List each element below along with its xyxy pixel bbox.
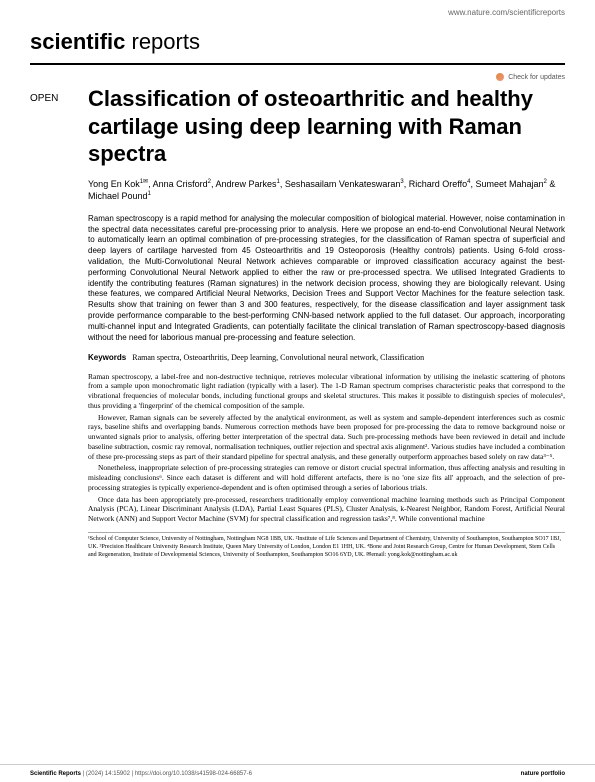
keywords-label: Keywords xyxy=(88,353,126,362)
footer-right: nature portfolio xyxy=(521,771,565,777)
footer: Scientific Reports | (2024) 14:15902 | h… xyxy=(0,764,595,782)
check-updates-icon xyxy=(496,73,504,81)
body-p2: However, Raman signals can be severely a… xyxy=(88,413,565,462)
article-title: Classification of osteoarthritic and hea… xyxy=(88,85,565,168)
left-column: OPEN xyxy=(30,85,88,560)
right-column: Classification of osteoarthritic and hea… xyxy=(88,85,565,560)
body-text: Raman spectroscopy, a label-free and non… xyxy=(88,372,565,524)
check-updates[interactable]: Check for updates xyxy=(0,71,595,81)
check-updates-label: Check for updates xyxy=(508,74,565,81)
header-url: www.nature.com/scientificreports xyxy=(0,0,595,17)
keywords: Keywords Raman spectra, Osteoarthritis, … xyxy=(88,353,565,363)
body-p4: Once data has been appropriately pre-pro… xyxy=(88,495,565,524)
open-access-badge: OPEN xyxy=(30,85,88,104)
journal-light: reports xyxy=(125,29,200,54)
journal-bold: scientific xyxy=(30,29,125,54)
body-p1: Raman spectroscopy, a label-free and non… xyxy=(88,372,565,411)
divider xyxy=(30,63,565,65)
journal-title: scientific reports xyxy=(0,17,595,63)
affiliations: ¹School of Computer Science, University … xyxy=(88,536,565,559)
footer-left: Scientific Reports | (2024) 14:15902 | h… xyxy=(30,771,252,777)
footer-citation: | (2024) 14:15902 | https://doi.org/10.1… xyxy=(81,771,252,777)
abstract: Raman spectroscopy is a rapid method for… xyxy=(88,214,565,344)
keywords-text: Raman spectra, Osteoarthritis, Deep lear… xyxy=(132,353,424,362)
authors-list: Yong En Kok1✉, Anna Crisford2, Andrew Pa… xyxy=(88,178,565,202)
affil-divider xyxy=(88,532,565,533)
content-area: OPEN Classification of osteoarthritic an… xyxy=(0,81,595,560)
footer-journal: Scientific Reports xyxy=(30,771,81,777)
body-p3: Nonetheless, inappropriate selection of … xyxy=(88,463,565,492)
